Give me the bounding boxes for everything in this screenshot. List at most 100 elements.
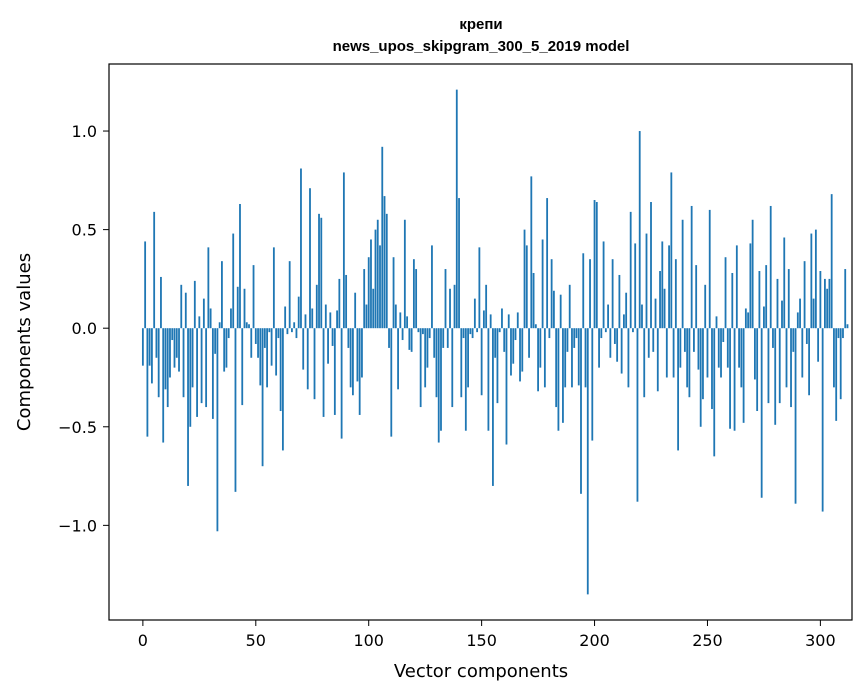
bar [808,328,810,396]
bar [510,328,512,376]
bar [428,328,431,339]
bar [523,229,526,329]
bar [503,328,506,352]
bar [674,259,677,329]
x-tick-label: 0 [138,631,148,650]
bar [505,328,508,445]
bar [744,308,747,329]
bar [629,211,632,329]
bar [166,328,169,408]
bar [670,172,673,329]
bar [562,328,564,423]
bar [408,328,411,350]
bar [214,328,217,354]
bar [284,306,287,329]
bar [288,261,291,329]
bar [781,300,783,329]
bar [419,328,422,408]
bar [476,328,479,333]
bar [349,328,352,388]
bar [340,328,343,439]
bar [385,213,388,329]
bar [828,278,831,329]
bar [665,328,668,378]
bar [774,328,777,425]
bar [311,308,314,329]
bar [826,288,829,329]
bar [205,328,208,408]
bar [778,328,781,404]
bar [431,245,433,329]
bar [388,328,390,348]
bar [625,292,628,329]
bar [390,328,393,437]
bar [376,219,379,329]
bar [799,298,801,329]
bar [616,328,619,362]
bar [433,328,436,358]
bar [769,205,772,329]
bar [632,328,634,333]
bar [236,286,239,329]
bar [327,328,329,364]
bar [819,271,822,329]
bar [731,272,734,329]
bar [679,328,682,368]
bar [462,328,465,339]
bar [785,328,788,388]
bar [568,284,571,329]
bar [196,328,198,417]
bar [654,298,657,329]
bar [442,328,445,348]
bar [541,239,544,329]
bar [367,257,370,329]
bar [708,209,711,329]
bar [693,328,695,352]
bar [471,328,474,339]
bar [726,328,729,368]
bar [279,328,282,412]
bar [749,243,752,329]
bar [833,328,835,388]
x-axis-ticks: 0 50 100 150 200 250 300 [138,620,836,650]
bar [175,328,178,358]
bar [652,328,655,352]
bar [225,328,228,368]
bar [697,328,700,370]
bar [844,269,847,329]
bar [634,243,637,329]
bar [169,328,171,378]
y-tick-label: −0.5 [58,418,97,437]
bar [239,203,241,329]
bar [157,328,160,398]
y-tick-label: 1.0 [72,122,97,141]
bar [324,304,327,329]
bar [182,328,185,398]
bar [837,328,840,339]
bar [498,328,501,333]
bar [230,308,232,329]
bar [478,247,481,329]
bar [489,314,492,329]
y-axis-ticks: −1.0 −0.5 0.0 0.5 1.0 [58,122,109,535]
bar [747,312,750,329]
bar [275,328,278,376]
bar [320,217,323,329]
bar [552,290,555,329]
bar [790,328,792,408]
bar [218,322,221,329]
bar [358,328,361,415]
bar [338,278,341,329]
bar [645,233,648,329]
bar [711,328,713,410]
bar [250,328,253,358]
bar [379,245,381,329]
bar [315,284,318,329]
bar [155,328,158,358]
bar [738,328,740,368]
bar [571,328,573,388]
bar [677,328,680,451]
bar [537,328,539,392]
x-tick-label: 50 [246,631,266,650]
bar [263,328,266,348]
